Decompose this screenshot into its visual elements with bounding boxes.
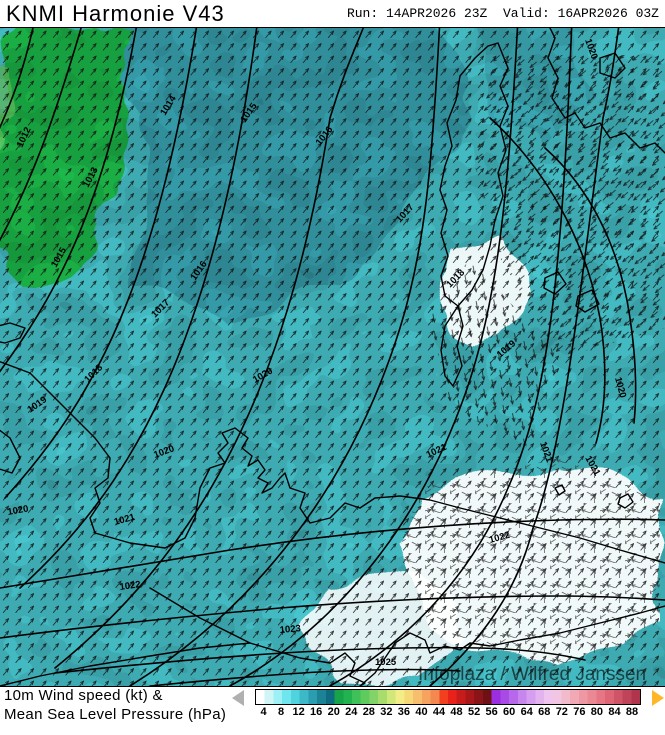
svg-text:1025: 1025 xyxy=(375,657,397,668)
svg-text:Infoplaza / Wilfred Janssen: Infoplaza / Wilfred Janssen xyxy=(418,664,646,685)
svg-text:1023: 1023 xyxy=(279,623,301,636)
